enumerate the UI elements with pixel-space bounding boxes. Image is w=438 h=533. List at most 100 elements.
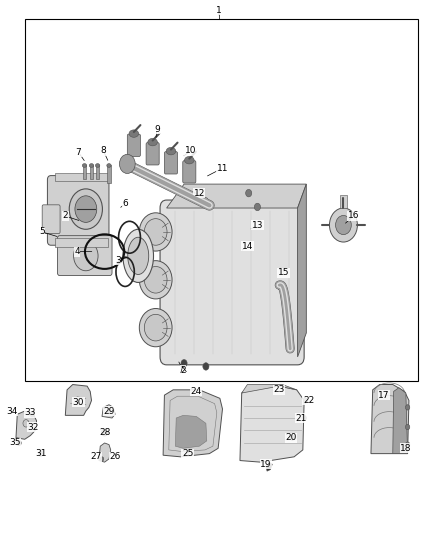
Circle shape: [23, 419, 29, 427]
Text: 29: 29: [103, 407, 115, 416]
Circle shape: [406, 424, 410, 430]
Ellipse shape: [139, 261, 172, 299]
FancyBboxPatch shape: [47, 175, 109, 245]
Bar: [340, 195, 347, 208]
Text: 10: 10: [185, 146, 196, 155]
Circle shape: [303, 398, 307, 403]
Text: 16: 16: [348, 212, 359, 221]
Text: 1: 1: [216, 6, 222, 15]
Text: 32: 32: [28, 423, 39, 432]
Circle shape: [107, 408, 111, 414]
Ellipse shape: [145, 219, 167, 245]
Text: 19: 19: [261, 460, 272, 469]
FancyBboxPatch shape: [164, 152, 177, 174]
Circle shape: [406, 442, 410, 447]
Polygon shape: [240, 386, 304, 462]
Ellipse shape: [148, 139, 157, 146]
Circle shape: [329, 208, 357, 242]
Text: 3: 3: [115, 256, 120, 264]
Text: 8: 8: [100, 146, 106, 155]
Circle shape: [75, 196, 97, 222]
Bar: [55, 238, 108, 247]
Circle shape: [17, 440, 21, 446]
Polygon shape: [297, 184, 306, 357]
Circle shape: [302, 415, 306, 421]
Circle shape: [102, 429, 108, 436]
Text: 7: 7: [75, 148, 81, 157]
Circle shape: [74, 241, 98, 271]
Circle shape: [201, 197, 208, 206]
Circle shape: [246, 189, 252, 197]
Circle shape: [100, 457, 104, 461]
FancyBboxPatch shape: [127, 134, 141, 157]
Text: 15: 15: [278, 269, 290, 277]
Polygon shape: [175, 415, 207, 448]
Circle shape: [181, 360, 187, 367]
Ellipse shape: [166, 148, 176, 155]
Text: 18: 18: [400, 444, 412, 453]
Circle shape: [203, 363, 209, 370]
FancyBboxPatch shape: [57, 236, 112, 276]
Ellipse shape: [139, 309, 172, 347]
Ellipse shape: [145, 314, 167, 341]
Text: 21: 21: [295, 414, 307, 423]
Text: 6: 6: [122, 199, 128, 208]
Polygon shape: [242, 384, 297, 393]
Polygon shape: [16, 411, 36, 439]
Text: 22: 22: [303, 396, 314, 405]
Circle shape: [69, 189, 102, 229]
Ellipse shape: [129, 130, 139, 138]
Text: 24: 24: [191, 387, 202, 396]
FancyBboxPatch shape: [183, 161, 196, 183]
Polygon shape: [371, 384, 409, 454]
Text: 20: 20: [285, 433, 297, 442]
Polygon shape: [166, 184, 306, 208]
Text: 2: 2: [180, 366, 186, 375]
Polygon shape: [163, 390, 223, 457]
Ellipse shape: [95, 164, 100, 167]
Ellipse shape: [145, 266, 167, 293]
Circle shape: [336, 215, 351, 235]
Circle shape: [103, 431, 106, 434]
Polygon shape: [102, 405, 115, 418]
Text: 4: 4: [74, 247, 80, 256]
Circle shape: [406, 405, 410, 410]
Circle shape: [254, 203, 261, 211]
Text: 14: 14: [242, 242, 253, 251]
Bar: [90, 165, 93, 179]
Circle shape: [39, 451, 43, 456]
Text: 26: 26: [110, 453, 121, 462]
FancyBboxPatch shape: [160, 200, 304, 365]
Text: 9: 9: [154, 125, 160, 134]
Circle shape: [30, 411, 34, 417]
Ellipse shape: [107, 164, 111, 167]
Ellipse shape: [139, 213, 172, 251]
Text: 23: 23: [274, 385, 285, 394]
Text: 27: 27: [90, 453, 102, 462]
Text: 31: 31: [35, 449, 46, 458]
Polygon shape: [99, 443, 111, 462]
Text: 25: 25: [182, 449, 193, 458]
Text: 17: 17: [378, 391, 390, 400]
Text: 28: 28: [99, 428, 110, 437]
Text: 34: 34: [6, 407, 17, 416]
Text: 13: 13: [252, 221, 263, 230]
Circle shape: [120, 155, 135, 173]
Text: 35: 35: [9, 439, 21, 448]
Polygon shape: [393, 387, 408, 454]
Bar: [25, 19, 418, 381]
FancyBboxPatch shape: [42, 205, 60, 233]
Text: 5: 5: [39, 228, 45, 237]
Text: 33: 33: [25, 408, 36, 417]
Text: 2: 2: [63, 212, 68, 221]
Polygon shape: [266, 462, 272, 471]
Ellipse shape: [82, 164, 87, 167]
Text: 30: 30: [73, 398, 84, 407]
Polygon shape: [65, 384, 92, 415]
FancyBboxPatch shape: [146, 143, 159, 165]
Bar: [83, 165, 86, 179]
Bar: [96, 165, 99, 179]
Circle shape: [290, 435, 294, 440]
Bar: [107, 165, 111, 182]
Ellipse shape: [123, 229, 153, 282]
